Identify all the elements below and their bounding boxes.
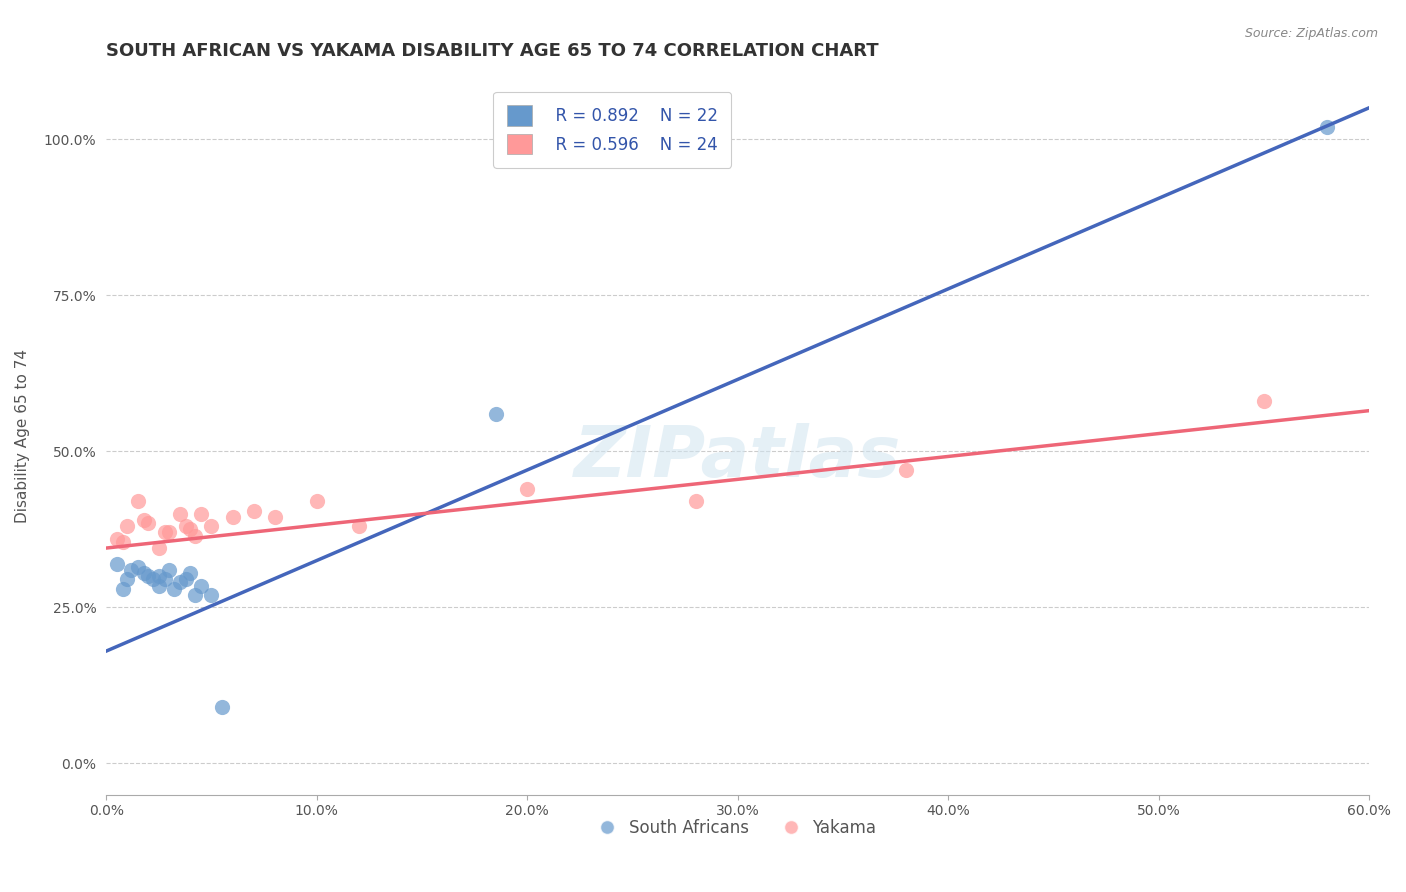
Point [117,519,139,533]
Point [179,566,201,580]
Point [221,509,243,524]
Legend: South Africans, Yakama: South Africans, Yakama [592,813,883,844]
Point [121,563,143,577]
Point [148,569,170,583]
Point [105,532,128,546]
Point [148,578,170,592]
Point [211,700,233,714]
Point [174,572,197,586]
Point [190,578,212,592]
Y-axis label: Disability Age 65 to 74: Disability Age 65 to 74 [15,349,30,523]
Point [136,569,159,583]
Point [162,582,184,596]
Point [190,507,212,521]
Point [516,482,538,496]
Point [305,494,328,508]
Point [112,534,135,549]
Point [179,522,201,536]
Point [148,541,170,555]
Text: ZIPatlas: ZIPatlas [574,423,901,491]
Point [1253,394,1275,409]
Point [263,509,285,524]
Point [134,513,156,527]
Point [134,566,156,580]
Point [169,507,191,521]
Point [127,494,149,508]
Point [1316,120,1339,134]
Point [136,516,159,530]
Point [183,588,205,602]
Point [105,557,128,571]
Point [174,519,197,533]
Text: SOUTH AFRICAN VS YAKAMA DISABILITY AGE 65 TO 74 CORRELATION CHART: SOUTH AFRICAN VS YAKAMA DISABILITY AGE 6… [107,42,879,60]
Point [200,588,222,602]
Point [894,463,917,477]
Point [127,559,149,574]
Point [242,503,264,517]
Point [117,572,139,586]
Point [685,494,707,508]
Point [200,519,222,533]
Point [183,528,205,542]
Point [157,525,180,540]
Point [112,582,135,596]
Point [153,525,176,540]
Point [347,519,370,533]
Point [484,407,506,421]
Point [157,563,180,577]
Point [153,572,176,586]
Point [141,572,163,586]
Point [169,575,191,590]
Text: Source: ZipAtlas.com: Source: ZipAtlas.com [1244,27,1378,40]
